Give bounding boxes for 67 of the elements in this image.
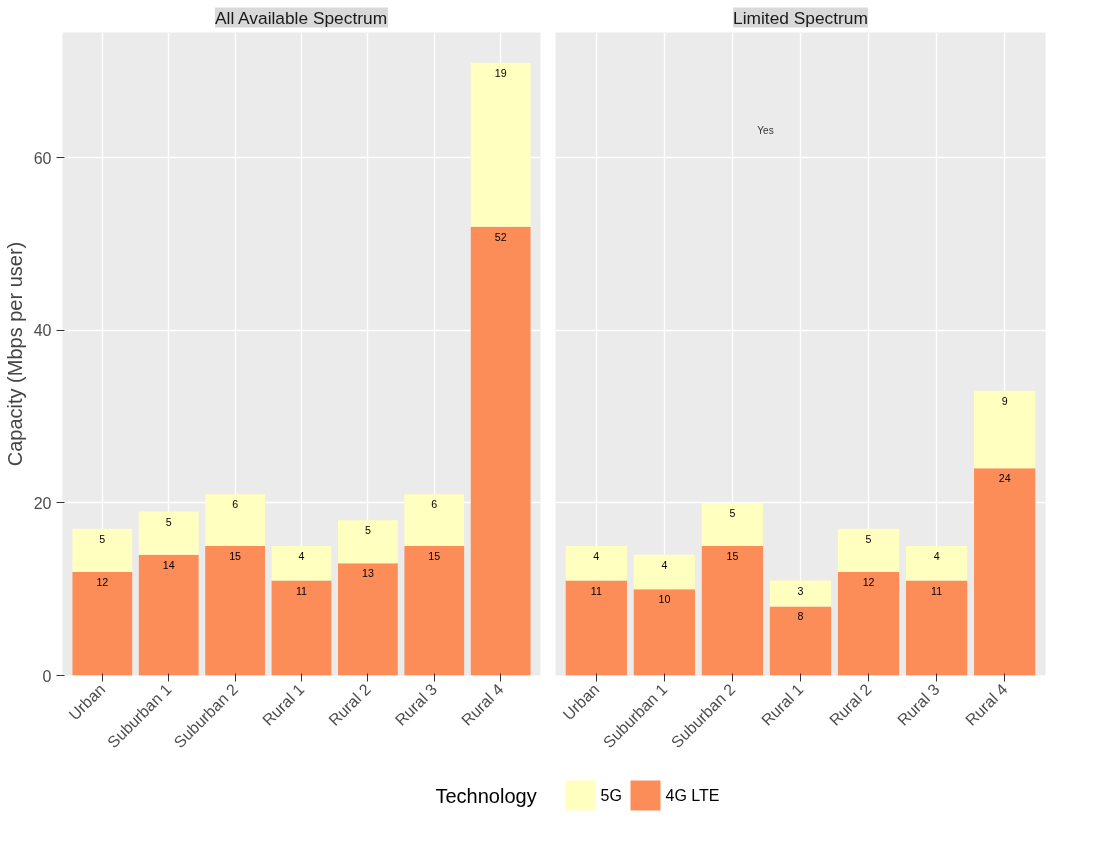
data-label: 5 <box>865 532 872 545</box>
data-label: 5 <box>364 524 371 537</box>
data-label: 11 <box>295 584 308 597</box>
bar <box>905 546 968 581</box>
bar <box>72 571 133 676</box>
data-label: 15 <box>428 550 441 563</box>
legend-label: 4G LTE <box>665 787 720 804</box>
data-label: 4 <box>593 550 600 563</box>
bar <box>271 546 332 581</box>
bar <box>974 468 1036 676</box>
data-label: 12 <box>862 575 875 588</box>
data-label: 6 <box>232 498 239 511</box>
bar <box>837 528 900 572</box>
data-label: 4 <box>933 550 940 563</box>
y-axis-title: Capacity (Mbps per user) <box>3 241 26 467</box>
chart-title: Limited Spectrum <box>733 7 868 28</box>
bar <box>205 546 265 676</box>
bar <box>138 511 199 555</box>
bar <box>769 606 832 676</box>
bar <box>905 580 968 676</box>
legend-label: 5G <box>600 787 622 804</box>
bar <box>338 563 398 676</box>
bar <box>138 554 199 676</box>
data-label: 14 <box>162 558 175 571</box>
bar <box>633 589 696 676</box>
data-label: 5 <box>729 506 736 519</box>
chart-title: All Available Spectrum <box>214 7 388 28</box>
bar <box>974 390 1036 469</box>
bar <box>701 502 764 547</box>
data-label: 19 <box>494 66 507 79</box>
y-tick-label: 40 <box>33 322 52 340</box>
bar <box>72 528 133 572</box>
data-label: 10 <box>658 593 671 606</box>
data-label: 4 <box>661 558 668 571</box>
bar <box>701 546 764 676</box>
data-label: 15 <box>229 550 242 563</box>
legend-title: Technology <box>435 784 537 807</box>
data-label: 5 <box>165 515 172 528</box>
bar <box>633 554 696 590</box>
data-label: 11 <box>931 584 943 597</box>
bar <box>565 580 627 676</box>
data-label: 6 <box>431 498 438 511</box>
data-label: 52 <box>494 230 507 243</box>
bar <box>338 520 398 564</box>
data-label: 15 <box>726 550 739 563</box>
bar <box>470 226 531 676</box>
data-label: 9 <box>1001 394 1008 407</box>
y-tick-label: 0 <box>42 667 52 685</box>
bar <box>404 494 465 547</box>
data-label: 5 <box>99 532 106 545</box>
data-label: 11 <box>590 584 602 597</box>
bar <box>271 580 332 676</box>
bar <box>470 62 531 227</box>
data-label: 12 <box>96 575 109 588</box>
bar <box>565 546 627 581</box>
data-label: 4 <box>298 550 305 563</box>
bar <box>404 546 465 676</box>
annotation: Yes <box>757 124 774 136</box>
data-label: 13 <box>361 567 374 580</box>
y-tick-label: 20 <box>33 494 52 512</box>
bar <box>837 571 900 676</box>
bar <box>205 494 265 547</box>
data-label: 3 <box>797 584 804 597</box>
bar <box>769 580 832 607</box>
data-label: 24 <box>998 472 1011 485</box>
y-tick-label: 60 <box>33 149 52 167</box>
data-label: 8 <box>797 610 804 623</box>
